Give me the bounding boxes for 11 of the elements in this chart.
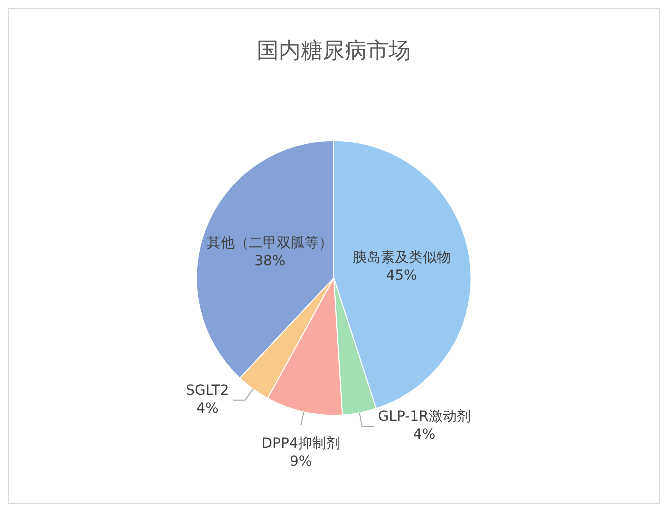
data-label: 4% [196,401,219,418]
slice-label: 胰岛素及类似物 [352,250,451,266]
data-label: 9% [290,454,312,470]
data-label: 4% [413,427,436,444]
slice-label: SGLT2 [186,383,230,400]
data-label: 38% [254,254,286,270]
slice-label: GLP-1R激动剂 [378,409,471,426]
slice-label: 其他（二甲双胍等） [207,236,334,252]
chart-title: 国内糖尿病市场 [257,38,411,64]
slice-label: DPP4抑制剂 [262,436,340,452]
data-label: 45% [386,268,418,284]
